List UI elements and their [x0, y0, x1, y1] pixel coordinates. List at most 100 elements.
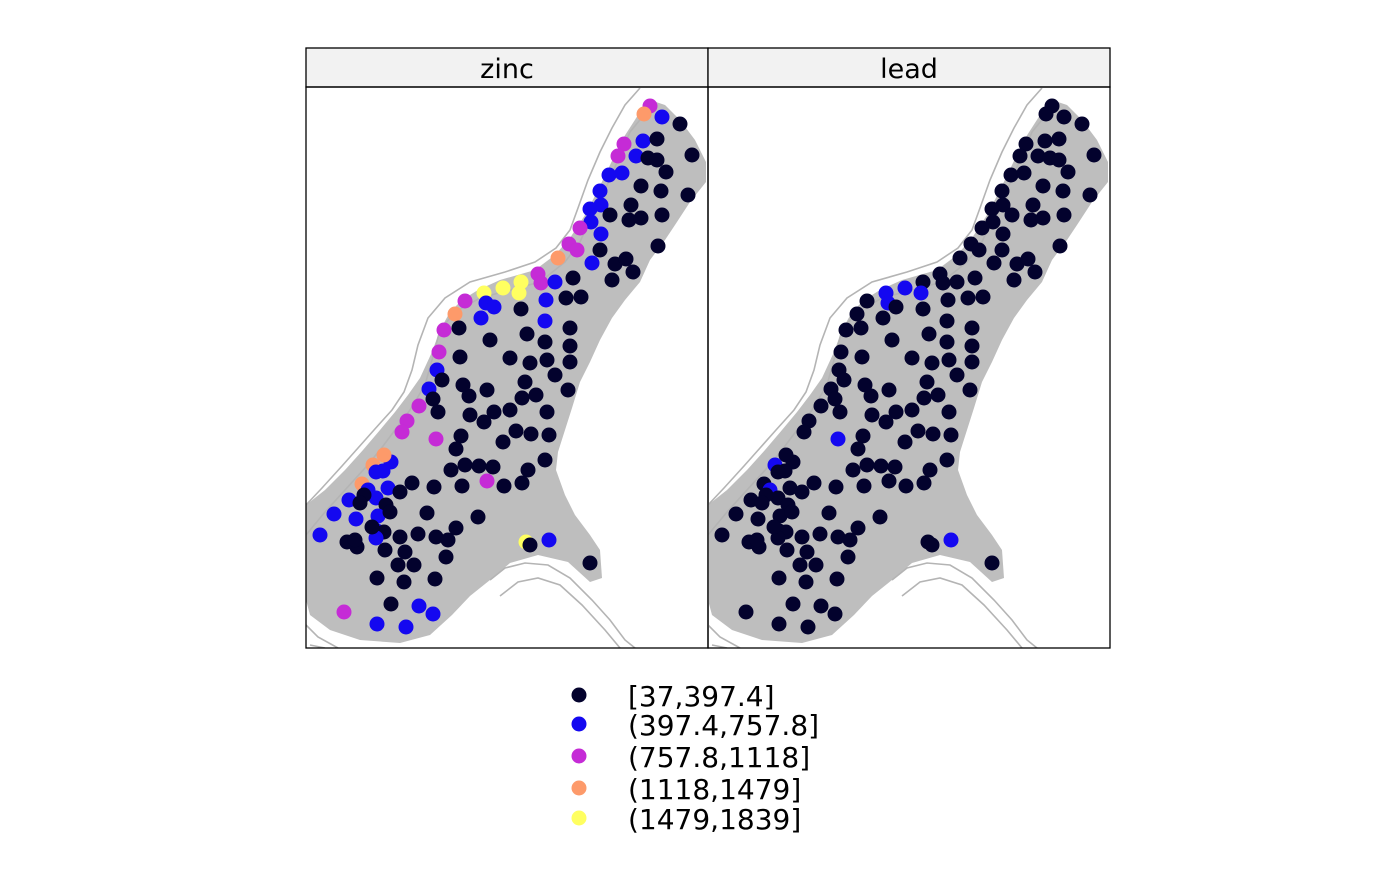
legend-key-1 — [571, 687, 587, 703]
lead-point-99 — [770, 464, 786, 480]
lead-point-159 — [994, 242, 1010, 258]
lead-point-50 — [960, 290, 976, 306]
lead-point-6 — [1018, 136, 1034, 152]
legend-key-5 — [571, 810, 587, 826]
zinc-point-36 — [565, 270, 581, 286]
zinc-point-56 — [436, 322, 452, 338]
legend-key-4 — [571, 780, 587, 796]
zinc-point-57 — [562, 320, 578, 336]
zinc-point-146 — [397, 544, 413, 560]
zinc-point-13 — [658, 164, 674, 180]
zinc-point-136 — [411, 598, 427, 614]
lead-point-48 — [915, 301, 931, 317]
lead-point-101 — [794, 484, 810, 500]
lead-point-102 — [806, 475, 822, 491]
legend: [37,397.4] (397.4,757.8] (757.8,1118] (1… — [571, 680, 819, 836]
lead-point-62 — [833, 344, 849, 360]
lead-point-15 — [1016, 165, 1032, 181]
zinc-point-37 — [625, 264, 641, 280]
lead-point-131 — [984, 555, 1000, 571]
strip-title-lead: lead — [880, 54, 938, 85]
zinc-point-32 — [550, 250, 566, 266]
zinc-point-15 — [614, 165, 630, 181]
lead-point-147 — [842, 532, 858, 548]
zinc-point-101 — [392, 484, 408, 500]
lead-point-81 — [878, 414, 894, 430]
zinc-point-5 — [635, 133, 651, 149]
lead-point-144 — [766, 519, 782, 535]
lead-point-128 — [840, 549, 856, 565]
lead-point-105 — [898, 478, 914, 494]
lead-point-146 — [799, 544, 815, 560]
zinc-point-129 — [390, 557, 406, 573]
zinc-point-27 — [572, 220, 588, 236]
lead-point-130 — [808, 557, 824, 573]
points-zinc — [312, 98, 700, 635]
lead-point-21 — [1025, 197, 1041, 213]
lead-point-83 — [796, 424, 812, 440]
lead-point-157 — [930, 387, 946, 403]
lead-point-5 — [1037, 133, 1053, 149]
zinc-point-95 — [485, 459, 501, 475]
lead-point-115 — [850, 520, 866, 536]
zinc-point-134 — [427, 571, 443, 587]
lead-point-161 — [1004, 207, 1020, 223]
lead-point-23 — [985, 214, 1001, 230]
lead-point-31 — [1052, 238, 1068, 254]
lead-point-57 — [964, 320, 980, 336]
zinc-point-19 — [592, 183, 608, 199]
zinc-point-87 — [541, 427, 557, 443]
river-outline-lead-3 — [708, 624, 741, 648]
lead-point-66 — [941, 352, 957, 368]
lead-point-150 — [845, 462, 861, 478]
zinc-point-73 — [514, 390, 530, 406]
zinc-point-90 — [376, 447, 392, 463]
zinc-point-160 — [604, 272, 620, 288]
lead-point-54 — [939, 313, 955, 329]
lead-point-113 — [784, 504, 800, 520]
zinc-point-85 — [508, 423, 524, 439]
lead-point-13 — [1060, 164, 1076, 180]
zinc-point-111 — [348, 511, 364, 527]
lead-point-117 — [714, 527, 730, 543]
lead-point-8 — [1012, 148, 1028, 164]
lead-point-76 — [813, 398, 829, 414]
zinc-point-63 — [452, 349, 468, 365]
river-outline-zinc-1 — [306, 87, 641, 506]
lead-point-96 — [939, 452, 955, 468]
lead-point-53 — [875, 310, 891, 326]
zinc-point-17 — [653, 183, 669, 199]
legend-label-4: (1118,1479] — [628, 773, 801, 806]
strip-zinc — [305, 47, 709, 88]
lead-point-148 — [812, 526, 828, 542]
zinc-point-148 — [410, 526, 426, 542]
zinc-point-145 — [347, 532, 363, 548]
lead-point-4 — [1074, 116, 1090, 132]
zinc-point-8 — [610, 148, 626, 164]
lead-point-55 — [853, 320, 869, 336]
zinc-point-60 — [537, 334, 553, 350]
map-layers-lead — [708, 87, 1108, 648]
zinc-point-55 — [451, 320, 467, 336]
lead-point-111 — [750, 511, 766, 527]
lead-point-85 — [910, 423, 926, 439]
zinc-point-112 — [370, 508, 386, 524]
lead-point-67 — [964, 354, 980, 370]
lead-point-63 — [854, 349, 870, 365]
lead-point-112 — [772, 508, 788, 524]
zinc-point-135 — [383, 596, 399, 612]
lead-point-9 — [1030, 148, 1046, 164]
zinc-point-66 — [539, 352, 555, 368]
zinc-point-14 — [601, 167, 617, 183]
zinc-point-156 — [502, 402, 518, 418]
lead-point-59 — [884, 332, 900, 348]
lead-point-154 — [857, 377, 873, 393]
zinc-point-99 — [368, 464, 384, 480]
lead-point-52 — [849, 306, 865, 322]
zinc-point-102 — [404, 475, 420, 491]
zinc-point-40 — [547, 274, 563, 290]
legend-key-2 — [571, 716, 587, 732]
river-outline-zinc-5 — [489, 562, 636, 648]
zinc-point-115 — [448, 520, 464, 536]
